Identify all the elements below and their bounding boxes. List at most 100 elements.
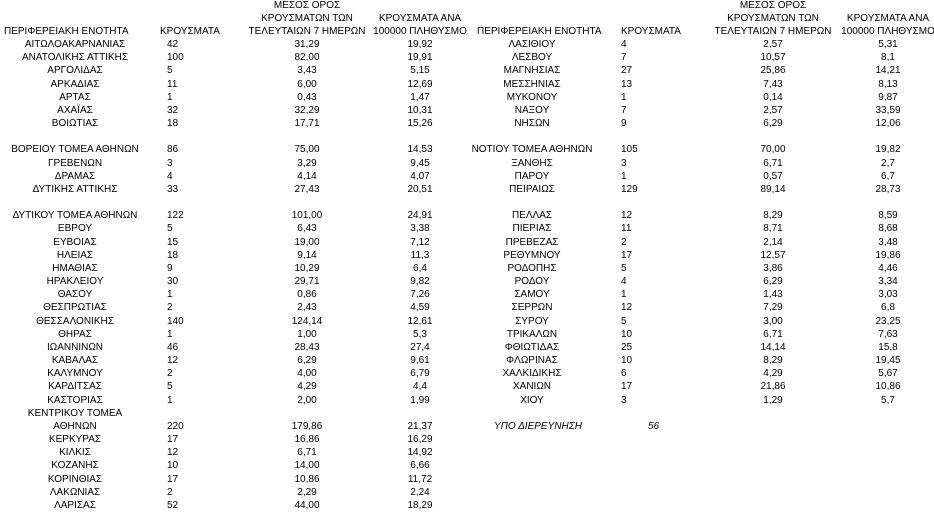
seven-day-average: 6,71 <box>297 447 317 459</box>
region-name: ΜΑΓΝΗΣΙΑΣ <box>503 65 561 77</box>
seven-day-average: 8,71 <box>763 223 783 235</box>
seven-day-average: 4,29 <box>763 368 783 380</box>
cases: 5 <box>167 381 173 393</box>
cases-per-100k: 18,29 <box>407 499 433 511</box>
region-name: ΗΡΑΚΛΕΙΟΥ <box>46 276 104 288</box>
seven-day-average: 29,71 <box>294 276 320 288</box>
cases-per-100k: 9,61 <box>410 355 430 367</box>
cases-per-100k: 15,8 <box>878 341 898 353</box>
cases: 1 <box>621 170 627 182</box>
cases-per-100k: 11,3 <box>410 249 430 261</box>
region-name: ΑΡΓΟΛΙΔΑΣ <box>47 65 103 77</box>
cases: 4 <box>167 170 173 182</box>
seven-day-average: 10,57 <box>760 52 786 64</box>
region-name: ΝΗΣΩΝ <box>514 118 550 130</box>
column-header: 100000 ΠΛΗΘΥΣΜΟ <box>841 26 934 37</box>
cases: 4 <box>621 276 627 288</box>
region-name: ΠΑΡΟΥ <box>514 170 550 182</box>
column-header: ΚΡΟΥΣΜΑΤΑ ΑΝΑ <box>846 13 930 24</box>
cases-per-100k: 19,45 <box>875 355 901 367</box>
region-name: ΚΑΒΑΛΑΣ <box>51 355 99 367</box>
cases-per-100k: 3,03 <box>878 289 898 301</box>
region-name: ΑΙΤΩΛΟΑΚΑΡΝΑΝΙΑΣ <box>24 39 126 50</box>
cases-per-100k: 5,3 <box>413 328 427 340</box>
cases: 12 <box>167 447 179 459</box>
region-name: ΠΙΕΡΙΑΣ <box>512 223 552 235</box>
cases-per-100k: 19,91 <box>407 52 433 64</box>
cases: 3 <box>621 157 627 169</box>
cases: 2 <box>621 236 627 248</box>
cases: 32 <box>167 104 179 116</box>
cases: 13 <box>621 78 633 90</box>
seven-day-average: 6,29 <box>763 276 783 288</box>
cases-per-100k: 5,7 <box>881 394 895 406</box>
seven-day-average: 6,71 <box>763 157 783 169</box>
cases: 105 <box>621 144 638 156</box>
cases: 42 <box>167 39 179 50</box>
region-name: ΠΕΙΡΑΙΩΣ <box>509 183 555 195</box>
seven-day-average: 44,00 <box>294 499 320 511</box>
region-name: ΣΥΡΟΥ <box>515 315 549 327</box>
seven-day-average: 4,29 <box>297 381 317 393</box>
seven-day-average: 19,00 <box>294 236 320 248</box>
seven-day-average: 6,71 <box>763 328 783 340</box>
region-name: ΑΡΤΑΣ <box>59 91 91 103</box>
cases: 11 <box>167 78 178 90</box>
column-header: ΚΡΟΥΣΜΑΤΩΝ ΤΩΝ <box>261 13 353 24</box>
cases-per-100k: 7,26 <box>410 289 430 301</box>
cases: 4 <box>621 39 627 50</box>
region-name: ΣΕΡΡΩΝ <box>511 302 553 314</box>
seven-day-average: 1,00 <box>297 328 317 340</box>
cases-per-100k: 4,07 <box>410 170 430 182</box>
cases: 27 <box>621 65 633 77</box>
column-header: ΜΕΣΟΣ ΟΡΟΣ <box>739 0 807 11</box>
region-name: ΥΠΟ ΔΙΕΡΕΥΝΗΣΗ <box>494 420 582 432</box>
seven-day-average: 25,86 <box>760 65 786 77</box>
cases: 2 <box>167 368 173 380</box>
cases: 5 <box>621 315 627 327</box>
region-name: ΛΕΣΒΟΥ <box>511 52 553 64</box>
cases: 9 <box>167 262 173 274</box>
region-name: ΧΑΝΙΩΝ <box>512 381 552 393</box>
region-name: ΔΥΤΙΚΟΥ ΤΟΜΕΑ ΑΘΗΝΩΝ <box>12 210 138 222</box>
cases: 12 <box>621 210 633 222</box>
cases: 18 <box>167 118 179 130</box>
cases: 18 <box>167 249 179 261</box>
cases: 3 <box>167 157 173 169</box>
cases: 30 <box>167 276 179 288</box>
cases: 11 <box>621 223 632 235</box>
cases: 5 <box>621 262 627 274</box>
cases: 7 <box>621 52 627 64</box>
cases-per-100k: 4,4 <box>413 381 427 393</box>
seven-day-average: 17,71 <box>294 118 320 130</box>
seven-day-average: 3,43 <box>297 65 317 77</box>
cases: 1 <box>621 289 627 301</box>
region-name: ΧΙΟΥ <box>520 394 544 406</box>
cases: 17 <box>167 473 179 485</box>
cases: 1 <box>167 328 173 340</box>
seven-day-average: 21,86 <box>760 381 786 393</box>
cases: 220 <box>167 420 184 432</box>
region-name: ΜΥΚΟΝΟΥ <box>506 91 558 103</box>
region-name: ΚΕΝΤΡΙΚΟΥ ΤΟΜΕΑ <box>27 407 123 419</box>
cases: 10 <box>621 355 633 367</box>
cases-per-100k: 3,48 <box>878 236 898 248</box>
seven-day-average: 14,14 <box>760 341 786 353</box>
region-name: ΒΟΙΩΤΙΑΣ <box>51 118 99 130</box>
cases: 12 <box>167 355 179 367</box>
region-name: ΚΑΣΤΟΡΙΑΣ <box>47 394 103 406</box>
seven-day-average: 3,00 <box>763 315 783 327</box>
cases: 33 <box>167 183 179 195</box>
cases-per-100k: 8,13 <box>878 78 898 90</box>
region-name: ΔΡΑΜΑΣ <box>54 170 96 182</box>
region-name: ΧΑΛΚΙΔΙΚΗΣ <box>502 368 562 380</box>
cases-per-100k: 23,25 <box>875 315 901 327</box>
cases-per-100k: 6,4 <box>413 262 427 274</box>
cases: 52 <box>167 499 179 511</box>
cases-per-100k: 12,06 <box>875 118 901 130</box>
region-name: ΜΕΣΣΗΝΙΑΣ <box>503 78 561 90</box>
cases-per-100k: 28,73 <box>875 183 901 195</box>
column-header: ΠΕΡΙΦΕΡΕΙΑΚΗ ΕΝΟΤΗΤΑ <box>4 26 129 37</box>
cases-per-100k: 21,37 <box>407 420 433 432</box>
cases: 1 <box>167 394 173 406</box>
